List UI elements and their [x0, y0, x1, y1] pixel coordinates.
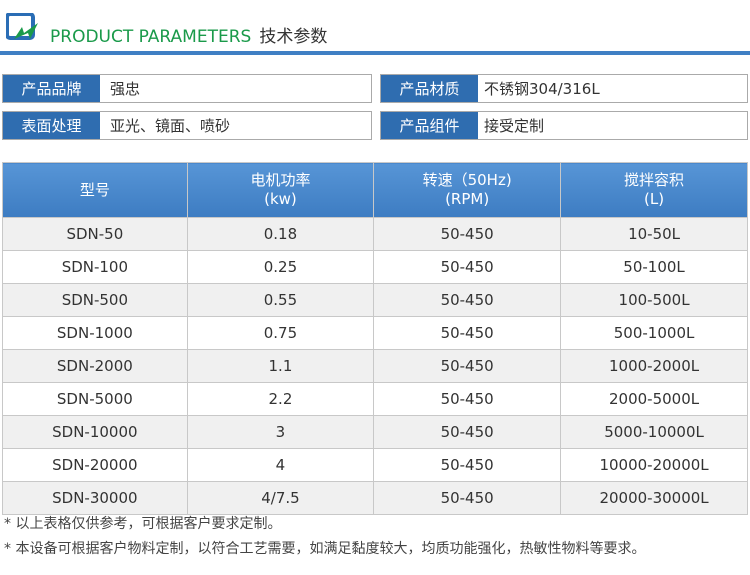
header-line: (RPM) — [445, 190, 490, 208]
table-cell: SDN-2000 — [2, 349, 188, 383]
table-cell: SDN-50 — [2, 217, 188, 251]
title-en: PRODUCT PARAMETERS — [50, 27, 252, 47]
info-label: 表面处理 — [3, 112, 100, 139]
info-value: 亚光、镜面、喷砂 — [110, 117, 231, 135]
header-line: (L) — [644, 190, 665, 208]
table-cell: 50-450 — [373, 382, 562, 416]
table-cell: SDN-1000 — [2, 316, 188, 350]
table-cell: 100-500L — [560, 283, 748, 317]
info-value: 不锈钢304/316L — [484, 80, 600, 98]
parameter-table: 型号 电机功率 (kw) 转速（50Hz) (RPM) 搅拌容积 (L) SDN-50 0.1… — [2, 162, 748, 515]
table-cell: 0.75 — [186, 316, 375, 350]
page-title: PRODUCT PARAMETERS 技术参数 — [50, 22, 327, 47]
header-line: 电机功率 — [250, 171, 311, 189]
table-cell: SDN-5000 — [2, 382, 188, 416]
table-cell: 50-100L — [560, 250, 748, 284]
table-cell: SDN-100 — [2, 250, 188, 284]
note-2: * 本设备可根据客户物料定制，以符合工艺需要，如满足黏度较大，均质功能强化，热敏… — [4, 541, 646, 557]
table-row: SDN-30000 4/7.5 50-450 20000-30000L — [2, 481, 748, 515]
table-cell: 50-450 — [373, 316, 562, 350]
info-value: 接受定制 — [484, 117, 545, 135]
table-cell: 50-450 — [373, 217, 562, 251]
table-row: SDN-100 0.25 50-450 50-100L — [2, 250, 748, 284]
logo-icon — [6, 13, 38, 40]
column-header: 搅拌容积 (L) — [560, 162, 748, 218]
note-1: * 以上表格仅供参考，可根据客户要求定制。 — [4, 516, 282, 532]
table-cell: 5000-10000L — [560, 415, 748, 449]
info-components: 产品组件 接受定制 — [380, 111, 748, 140]
table-row: SDN-500 0.55 50-450 100-500L — [2, 283, 748, 317]
table-cell: 1000-2000L — [560, 349, 748, 383]
title-divider — [0, 51, 750, 55]
table-cell: 4/7.5 — [186, 481, 375, 515]
table-cell: 10000-20000L — [560, 448, 748, 482]
table-cell: 50-450 — [373, 283, 562, 317]
table-cell: 50-450 — [373, 415, 562, 449]
header-line: (kw) — [264, 190, 297, 208]
table-row: SDN-50 0.18 50-450 10-50L — [2, 217, 748, 251]
column-header: 型号 — [2, 162, 188, 218]
header-line: 型号 — [79, 180, 110, 199]
table-cell: SDN-10000 — [2, 415, 188, 449]
table-cell: 1.1 — [186, 349, 375, 383]
info-label: 产品品牌 — [3, 75, 100, 102]
table-cell: 3 — [186, 415, 375, 449]
table-cell: 0.18 — [186, 217, 375, 251]
table-cell: 20000-30000L — [560, 481, 748, 515]
info-surface: 表面处理 亚光、镜面、喷砂 — [2, 111, 372, 140]
title-cn: 技术参数 — [259, 27, 328, 47]
table-cell: 2000-5000L — [560, 382, 748, 416]
table-cell: 500-1000L — [560, 316, 748, 350]
info-material: 产品材质 不锈钢304/316L — [380, 74, 748, 103]
table-cell: 2.2 — [186, 382, 375, 416]
column-header: 转速（50Hz) (RPM) — [373, 162, 562, 218]
table-cell: 0.25 — [186, 250, 375, 284]
info-brand: 产品品牌 强忠 — [2, 74, 372, 103]
column-header: 电机功率 (kw) — [186, 162, 375, 218]
table-cell: 4 — [186, 448, 375, 482]
table-row: SDN-2000 1.1 50-450 1000-2000L — [2, 349, 748, 383]
table-row: SDN-5000 2.2 50-450 2000-5000L — [2, 382, 748, 416]
table-cell: SDN-30000 — [2, 481, 188, 515]
table-cell: 50-450 — [373, 448, 562, 482]
table-row: SDN-20000 4 50-450 10000-20000L — [2, 448, 748, 482]
table-row: SDN-1000 0.75 50-450 500-1000L — [2, 316, 748, 350]
info-label: 产品材质 — [381, 75, 478, 102]
table-cell: 0.55 — [186, 283, 375, 317]
table-cell: 50-450 — [373, 481, 562, 515]
table-row: SDN-10000 3 50-450 5000-10000L — [2, 415, 748, 449]
table-cell: 10-50L — [560, 217, 748, 251]
table-cell: 50-450 — [373, 250, 562, 284]
header-line: 搅拌容积 — [624, 171, 685, 189]
header-line: 转速（50Hz) — [422, 171, 512, 189]
info-value: 强忠 — [110, 80, 141, 98]
table-cell: SDN-20000 — [2, 448, 188, 482]
info-label: 产品组件 — [381, 112, 478, 139]
table-cell: SDN-500 — [2, 283, 188, 317]
table-cell: 50-450 — [373, 349, 562, 383]
